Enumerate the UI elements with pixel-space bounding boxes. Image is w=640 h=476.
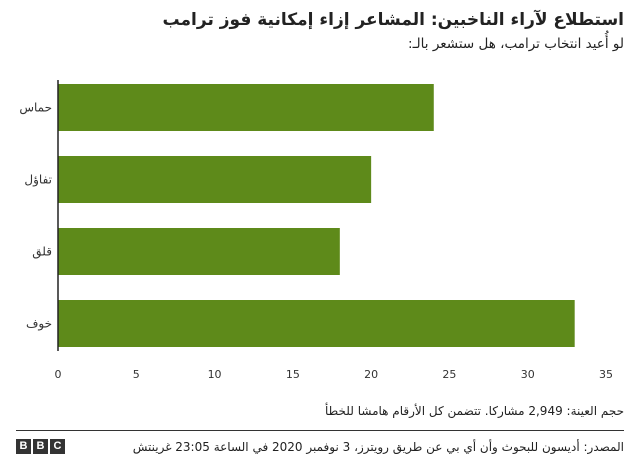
category-label: خوف xyxy=(26,317,52,332)
category-label: قلق xyxy=(32,245,52,260)
bbc-logo: B B C xyxy=(16,439,65,454)
bar-4 xyxy=(58,300,575,347)
footer-divider xyxy=(16,430,624,431)
chart-subtitle: لو أُعيد انتخاب ترامب، هل ستشعر بالـ: xyxy=(408,36,624,52)
x-tick-label: 30 xyxy=(521,368,535,381)
x-tick-label: 15 xyxy=(286,368,300,381)
x-tick-label: 10 xyxy=(208,368,222,381)
sample-size-note: حجم العينة: 2,949 مشاركا. تتضمن كل الأرق… xyxy=(325,404,624,418)
category-labels: حماس تفاؤل قلق خوف xyxy=(19,101,52,332)
bars-layer xyxy=(58,84,575,347)
x-tick-label: 5 xyxy=(133,368,140,381)
bar-2 xyxy=(58,156,372,203)
x-tick-label: 25 xyxy=(442,368,456,381)
bar-3 xyxy=(58,228,340,275)
bar-1 xyxy=(58,84,434,131)
x-tick-label: 0 xyxy=(55,368,62,381)
logo-letter: C xyxy=(50,439,65,454)
x-tick-labels: 0 5 10 15 20 25 30 35 xyxy=(55,368,614,381)
logo-letter: B xyxy=(16,439,31,454)
category-label: تفاؤل xyxy=(24,173,52,188)
chart-title: استطلاع لآراء الناخبين: المشاعر إزاء إمك… xyxy=(162,10,624,30)
category-label: حماس xyxy=(19,101,52,116)
logo-letter: B xyxy=(33,439,48,454)
x-tick-label: 20 xyxy=(364,368,378,381)
x-tick-label: 35 xyxy=(599,368,613,381)
bar-chart: حماس تفاؤل قلق خوف 0 5 10 15 20 25 30 35 xyxy=(19,80,614,381)
source-text: المصدر: أديسون للبحوث وأن أي بي عن طريق … xyxy=(132,440,624,454)
